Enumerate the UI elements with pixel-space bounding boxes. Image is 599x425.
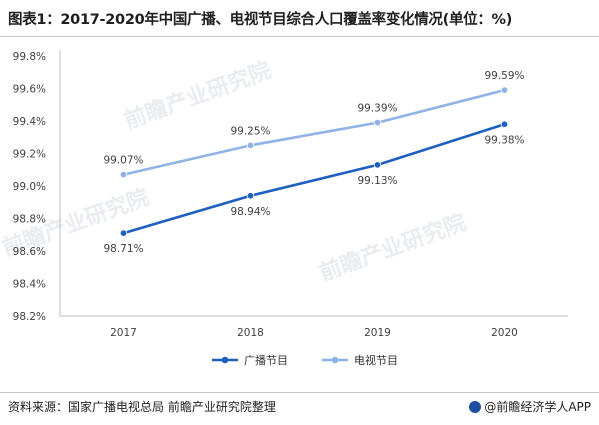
data-label: 98.94% — [230, 206, 270, 218]
data-point — [119, 229, 128, 237]
series-line-2 — [123, 88, 505, 176]
y-tick-label: 98.6% — [13, 246, 46, 258]
x-tick-label: 2019 — [364, 327, 391, 339]
y-tick-label: 98.2% — [13, 311, 46, 323]
legend-marker — [221, 356, 229, 364]
title-divider — [0, 36, 599, 37]
brand-credit: @前瞻经济学人APP — [469, 398, 591, 415]
y-tick-label: 99.4% — [13, 116, 46, 128]
data-point — [246, 141, 255, 150]
footer-divider — [0, 392, 599, 393]
data-label: 99.25% — [230, 125, 270, 137]
y-tick-label: 99.0% — [13, 181, 46, 193]
data-point — [246, 192, 255, 200]
data-point — [119, 170, 128, 179]
y-tick-label: 99.2% — [13, 149, 46, 161]
data-label: 99.39% — [357, 103, 397, 115]
data-label: 99.38% — [484, 134, 524, 146]
legend-label: 电视节目 — [354, 353, 398, 367]
data-label: 99.07% — [103, 155, 143, 167]
data-label: 98.71% — [103, 243, 143, 255]
x-tick-label: 2018 — [237, 327, 264, 339]
data-label: 99.59% — [484, 70, 524, 82]
y-tick-label: 98.4% — [13, 279, 46, 291]
data-point — [500, 120, 509, 128]
line-chart: 98.2% 98.4% 98.6% 98.8% 99.0% 99.2% 99.4% 99.6%… — [13, 50, 568, 367]
series-line-1 — [123, 123, 505, 235]
data-point — [373, 161, 382, 169]
source-note: 资料来源：国家广播电视总局 前瞻产业研究院整理 — [8, 400, 276, 414]
data-point — [500, 86, 509, 94]
data-point — [373, 118, 382, 127]
x-tick-label: 2020 — [491, 327, 518, 339]
data-label: 99.13% — [357, 175, 397, 187]
chart-title: 图表1：2017-2020年中国广播、电视节目综合人口覆盖率变化情况(单位：%) — [8, 12, 513, 28]
y-tick-label: 99.6% — [13, 84, 46, 96]
y-tick-label: 98.8% — [13, 214, 46, 226]
legend-label: 广播节目 — [244, 353, 288, 367]
legend-marker — [331, 356, 339, 364]
brand-logo-icon — [469, 400, 482, 413]
x-tick-label: 2017 — [110, 327, 137, 339]
brand-text: @前瞻经济学人APP — [484, 400, 591, 414]
y-tick-label: 99.8% — [13, 51, 46, 63]
